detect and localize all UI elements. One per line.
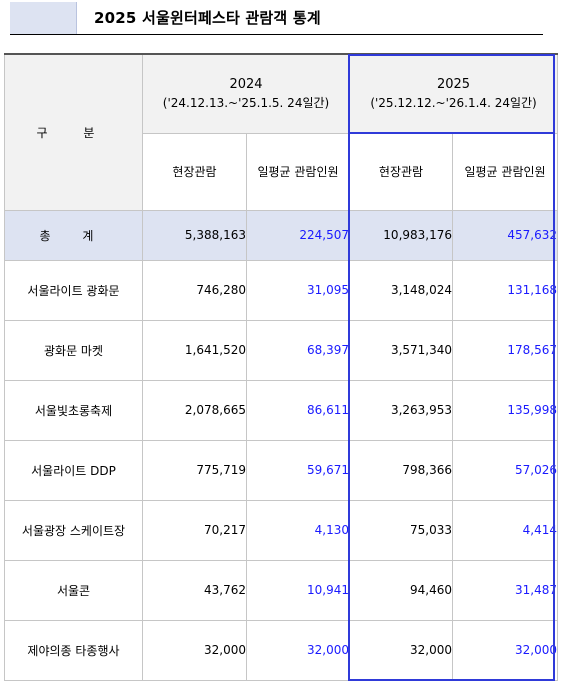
daily-2025: 31,487 xyxy=(452,559,559,621)
title-accent-block xyxy=(10,2,77,34)
title-bar: 2025 서울윈터페스타 관람객 통계 xyxy=(10,2,543,35)
daily-2025: 57,026 xyxy=(452,439,559,501)
row-label: 제야의종 타종행사 xyxy=(4,619,143,681)
onsite-2025: 3,148,024 xyxy=(349,259,454,321)
total-label: 총 계 xyxy=(4,209,143,261)
daily-2025: 131,168 xyxy=(452,259,559,321)
daily-2025: 178,567 xyxy=(452,319,559,381)
table-row: 광화문 마켓 1,641,520 68,397 3,571,340 178,56… xyxy=(4,319,559,381)
table-row: 서울빛초롱축제 2,078,665 86,611 3,263,953 135,9… xyxy=(4,379,559,441)
table-row: 서울콘 43,762 10,941 94,460 31,487 xyxy=(4,559,559,621)
daily-2024: 59,671 xyxy=(245,439,351,501)
total-daily-2025: 457,632 xyxy=(452,209,559,261)
daily-2024: 31,095 xyxy=(245,259,351,321)
onsite-2024: 70,217 xyxy=(142,499,247,561)
onsite-2025: 798,366 xyxy=(349,439,454,501)
period-label: ('24.12.13.~'25.1.5. 24일간) xyxy=(162,95,330,110)
table-row: 서울라이트 DDP 775,719 59,671 798,366 57,026 xyxy=(4,439,559,501)
sub-header-onsite-2024: 현장관람 xyxy=(142,132,247,211)
sub-header-daily-2024: 일평균 관람인원 xyxy=(245,132,351,211)
row-label: 서울광장 스케이트장 xyxy=(4,499,143,561)
onsite-2024: 775,719 xyxy=(142,439,247,501)
total-daily-2024: 224,507 xyxy=(245,209,351,261)
onsite-2025: 32,000 xyxy=(349,619,454,681)
visitor-stats-table: 구 분 2024 ('24.12.13.~'25.1.5. 24일간) 2025… xyxy=(4,53,559,681)
onsite-2025: 3,263,953 xyxy=(349,379,454,441)
row-label: 서울빛초롱축제 xyxy=(4,379,143,441)
onsite-2024: 746,280 xyxy=(142,259,247,321)
year-header-2025: 2025 ('25.12.12.~'26.1.4. 24일간) xyxy=(349,53,559,134)
row-label: 서울콘 xyxy=(4,559,143,621)
onsite-2025: 3,571,340 xyxy=(349,319,454,381)
table-row: 제야의종 타종행사 32,000 32,000 32,000 32,000 xyxy=(4,619,559,681)
row-label: 서울라이트 DDP xyxy=(4,439,143,501)
total-onsite-2025: 10,983,176 xyxy=(349,209,454,261)
onsite-2025: 94,460 xyxy=(349,559,454,621)
year-label: 2025 xyxy=(436,76,471,92)
daily-2025: 4,414 xyxy=(452,499,559,561)
total-row: 총 계 5,388,163 224,507 10,983,176 457,632 xyxy=(4,209,559,261)
daily-2024: 68,397 xyxy=(245,319,351,381)
daily-2024: 32,000 xyxy=(245,619,351,681)
year-label: 2024 xyxy=(229,76,263,92)
year-header-row: 구 분 2024 ('24.12.13.~'25.1.5. 24일간) 2025… xyxy=(4,53,559,211)
category-header: 구 분 xyxy=(4,53,143,211)
onsite-2024: 1,641,520 xyxy=(142,319,247,381)
onsite-2024: 32,000 xyxy=(142,619,247,681)
period-label: ('25.12.12.~'26.1.4. 24일간) xyxy=(370,95,537,110)
table-row: 서울광장 스케이트장 70,217 4,130 75,033 4,414 xyxy=(4,499,559,561)
onsite-2024: 43,762 xyxy=(142,559,247,621)
year-header-2024: 2024 ('24.12.13.~'25.1.5. 24일간) xyxy=(141,53,351,134)
table-row: 서울라이트 광화문 746,280 31,095 3,148,024 131,1… xyxy=(4,259,559,321)
onsite-2024: 2,078,665 xyxy=(142,379,247,441)
row-label: 서울라이트 광화문 xyxy=(4,259,143,321)
sub-header-onsite-2025: 현장관람 xyxy=(349,132,454,211)
daily-2025: 135,998 xyxy=(452,379,559,441)
daily-2024: 10,941 xyxy=(245,559,351,621)
total-onsite-2024: 5,388,163 xyxy=(142,209,247,261)
daily-2024: 4,130 xyxy=(245,499,351,561)
sub-header-daily-2025: 일평균 관람인원 xyxy=(452,132,559,211)
onsite-2025: 75,033 xyxy=(349,499,454,561)
daily-2025: 32,000 xyxy=(452,619,559,681)
row-label: 광화문 마켓 xyxy=(4,319,143,381)
page-title: 2025 서울윈터페스타 관람객 통계 xyxy=(94,9,321,27)
daily-2024: 86,611 xyxy=(245,379,351,441)
